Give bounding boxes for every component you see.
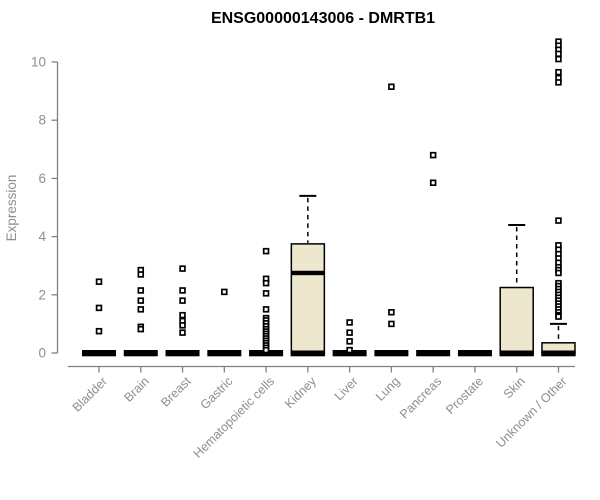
outlier-point	[346, 346, 353, 354]
box-bottom-bar	[499, 350, 534, 357]
plot-body: 0 2 4 6 8 10 Bladder Brain Breast GastricHematopo…	[31, 38, 576, 461]
outlier-point	[555, 269, 562, 277]
y-tick-label: 0	[38, 346, 46, 361]
outlier-point	[137, 297, 145, 304]
outlier-point	[388, 309, 395, 316]
outlier-point	[555, 55, 562, 63]
category-label: Lung	[373, 374, 403, 404]
outlier-point	[137, 306, 145, 313]
y-tick-label: 4	[38, 229, 46, 244]
outlier-point	[555, 217, 562, 224]
outlier-point	[555, 313, 562, 320]
y-tick-label: 6	[38, 171, 46, 186]
zero-bar	[457, 350, 492, 357]
zero-bar	[416, 350, 451, 357]
outlier-point	[95, 327, 103, 335]
category-label: Breast	[158, 374, 194, 410]
category-label: Unknown / Other	[493, 374, 569, 450]
outlier-point	[137, 325, 145, 333]
y-tick-label: 10	[31, 55, 46, 70]
outlier-point	[388, 83, 395, 90]
outlier-point	[137, 287, 145, 294]
outlier-point	[137, 271, 145, 278]
box	[499, 286, 534, 354]
outlier-point	[262, 306, 270, 313]
category-label: Gastric	[198, 374, 236, 412]
y-tick-label: 2	[38, 287, 46, 302]
box	[290, 243, 326, 354]
category-label: Kidney	[282, 374, 319, 411]
outlier-point	[388, 320, 395, 328]
category-label: Pancreas	[397, 374, 444, 421]
outlier-point	[346, 329, 353, 336]
category-label: Bladder	[70, 374, 110, 414]
outlier-point	[179, 311, 186, 319]
outlier-point	[95, 278, 103, 285]
outlier-point	[179, 322, 186, 329]
outlier-point	[555, 79, 562, 86]
category-label: Skin	[501, 374, 528, 401]
zero-bar	[123, 350, 158, 357]
y-axis-label: Expression	[4, 175, 19, 242]
outlier-point	[262, 279, 270, 287]
category-label: Brain	[121, 374, 152, 405]
category-label: Liver	[332, 374, 361, 403]
median-line	[291, 270, 325, 276]
y-tick-label: 8	[38, 113, 46, 128]
outlier-point	[179, 297, 186, 304]
box-bottom-bar	[290, 350, 326, 357]
outlier-point	[221, 288, 228, 296]
category-label: Hematopoietic cells	[191, 374, 278, 461]
zero-bar	[207, 350, 242, 357]
zero-bar	[165, 350, 200, 357]
outlier-point	[346, 319, 353, 326]
outlier-point	[555, 50, 562, 58]
zero-bar	[82, 350, 116, 357]
outlier-point	[179, 287, 186, 294]
outlier-point	[262, 290, 270, 297]
zero-bar	[374, 350, 409, 357]
outlier-point	[95, 304, 103, 312]
outlier-point	[262, 346, 270, 354]
outlier-point	[429, 151, 437, 159]
chart-title: ENSG00000143006 - DMRTB1	[211, 10, 435, 27]
outlier-point	[179, 329, 186, 336]
outlier-point	[346, 338, 353, 345]
outlier-point	[429, 179, 437, 187]
outlier-point	[555, 68, 562, 76]
box-bottom-bar	[541, 350, 576, 357]
category-label: Prostate	[443, 374, 486, 417]
outlier-point	[262, 247, 270, 255]
outlier-point	[179, 265, 186, 272]
